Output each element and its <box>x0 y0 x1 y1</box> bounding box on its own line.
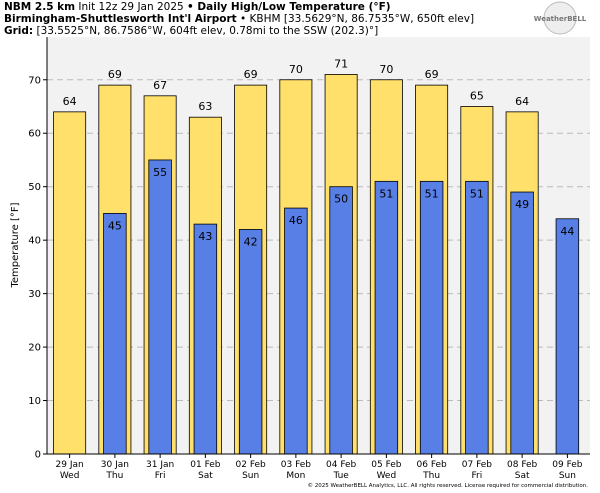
bar <box>465 180 489 455</box>
x-tick-label: 30 Jan <box>101 460 129 470</box>
value-label: 51 <box>425 187 439 200</box>
y-axis-label: Temperature [°F] <box>10 202 21 288</box>
value-label: 51 <box>470 187 484 200</box>
title-line-2: Birmingham-Shuttlesworth Int'l Airport •… <box>4 13 474 25</box>
logo-circle <box>543 1 577 35</box>
value-label: 55 <box>153 166 167 179</box>
y-tick-label: 40 <box>28 236 41 247</box>
x-tick-weekday: Sat <box>515 471 530 481</box>
value-label: 43 <box>198 230 212 243</box>
station-info: • KBHM [33.5629°N, 86.7535°W, 650ft elev… <box>240 13 474 25</box>
value-label: 63 <box>198 100 212 113</box>
title-line-3: Grid: [33.5525°N, 86.7586°W, 604ft elev,… <box>4 25 378 37</box>
y-tick-label: 50 <box>28 182 41 193</box>
x-tick-weekday: Sun <box>559 471 576 481</box>
x-tick-label: 08 Feb <box>507 460 538 470</box>
grid-info: [33.5525°N, 86.7586°W, 604ft elev, 0.78m… <box>36 25 378 37</box>
value-label: 46 <box>289 214 303 227</box>
value-label: 64 <box>63 95 77 108</box>
x-tick-weekday: Thu <box>422 471 440 481</box>
value-label: 65 <box>470 90 484 103</box>
value-label: 71 <box>334 57 348 70</box>
x-tick-weekday: Sun <box>242 471 259 481</box>
value-label: 49 <box>515 198 529 211</box>
y-tick-label: 20 <box>28 343 41 354</box>
x-tick-label: 09 Feb <box>552 460 583 470</box>
y-tick-label: 10 <box>28 396 41 407</box>
init: Init 12z 29 Jan 2025 <box>78 1 183 13</box>
logo: WeatherBELL <box>534 15 587 23</box>
bar <box>510 191 534 455</box>
bar <box>193 223 218 455</box>
y-tick-label: 30 <box>28 289 41 300</box>
bar <box>103 213 127 455</box>
value-label: 50 <box>334 193 348 206</box>
value-label: 64 <box>515 95 529 108</box>
y-tick-label: 0 <box>35 450 41 461</box>
value-label: 70 <box>289 63 303 76</box>
x-tick-label: 06 Feb <box>417 460 448 470</box>
value-label: 69 <box>244 68 258 81</box>
x-tick-weekday: Fri <box>155 471 166 481</box>
bar <box>419 180 444 455</box>
value-label: 67 <box>153 79 167 92</box>
bar <box>555 218 580 455</box>
value-label: 69 <box>108 68 122 81</box>
x-tick-label: 01 Feb <box>190 460 221 470</box>
title-line-1: NBM 2.5 km Init 12z 29 Jan 2025 • Daily … <box>4 1 391 13</box>
bar <box>238 229 263 455</box>
bar <box>148 159 172 455</box>
value-label: 51 <box>379 187 393 200</box>
y-tick-label: 60 <box>28 129 41 140</box>
x-tick-weekday: Tue <box>332 471 349 481</box>
grid-label: Grid: <box>4 25 33 37</box>
bar <box>329 186 353 455</box>
x-tick-label: 29 Jan <box>56 460 84 470</box>
x-tick-label: 07 Feb <box>462 460 493 470</box>
y-tick-label: 70 <box>28 75 41 86</box>
value-label: 70 <box>379 63 393 76</box>
x-tick-weekday: Fri <box>472 471 483 481</box>
bar <box>53 111 87 455</box>
plot-area <box>47 37 590 454</box>
x-tick-weekday: Thu <box>105 471 123 481</box>
value-label: 44 <box>560 225 574 238</box>
x-tick-label: 05 Feb <box>371 460 402 470</box>
value-label: 69 <box>425 68 439 81</box>
x-tick-weekday: Wed <box>377 471 397 481</box>
x-tick-label: 31 Jan <box>146 460 174 470</box>
x-tick-label: 02 Feb <box>236 460 267 470</box>
x-tick-label: 04 Feb <box>326 460 357 470</box>
x-tick-weekday: Sat <box>198 471 213 481</box>
station: Birmingham-Shuttlesworth Int'l Airport <box>4 13 237 25</box>
model: NBM 2.5 km <box>4 1 75 13</box>
footer: © 2025 WeatherBELL Analytics, LLC. All r… <box>308 482 589 489</box>
bar <box>284 207 308 455</box>
value-label: 45 <box>108 219 122 232</box>
bar <box>374 180 399 455</box>
x-tick-weekday: Mon <box>286 471 305 481</box>
x-tick-label: 03 Feb <box>281 460 312 470</box>
product: • Daily High/Low Temperature (°F) <box>187 1 391 13</box>
value-label: 42 <box>244 235 258 248</box>
x-tick-weekday: Wed <box>60 471 80 481</box>
